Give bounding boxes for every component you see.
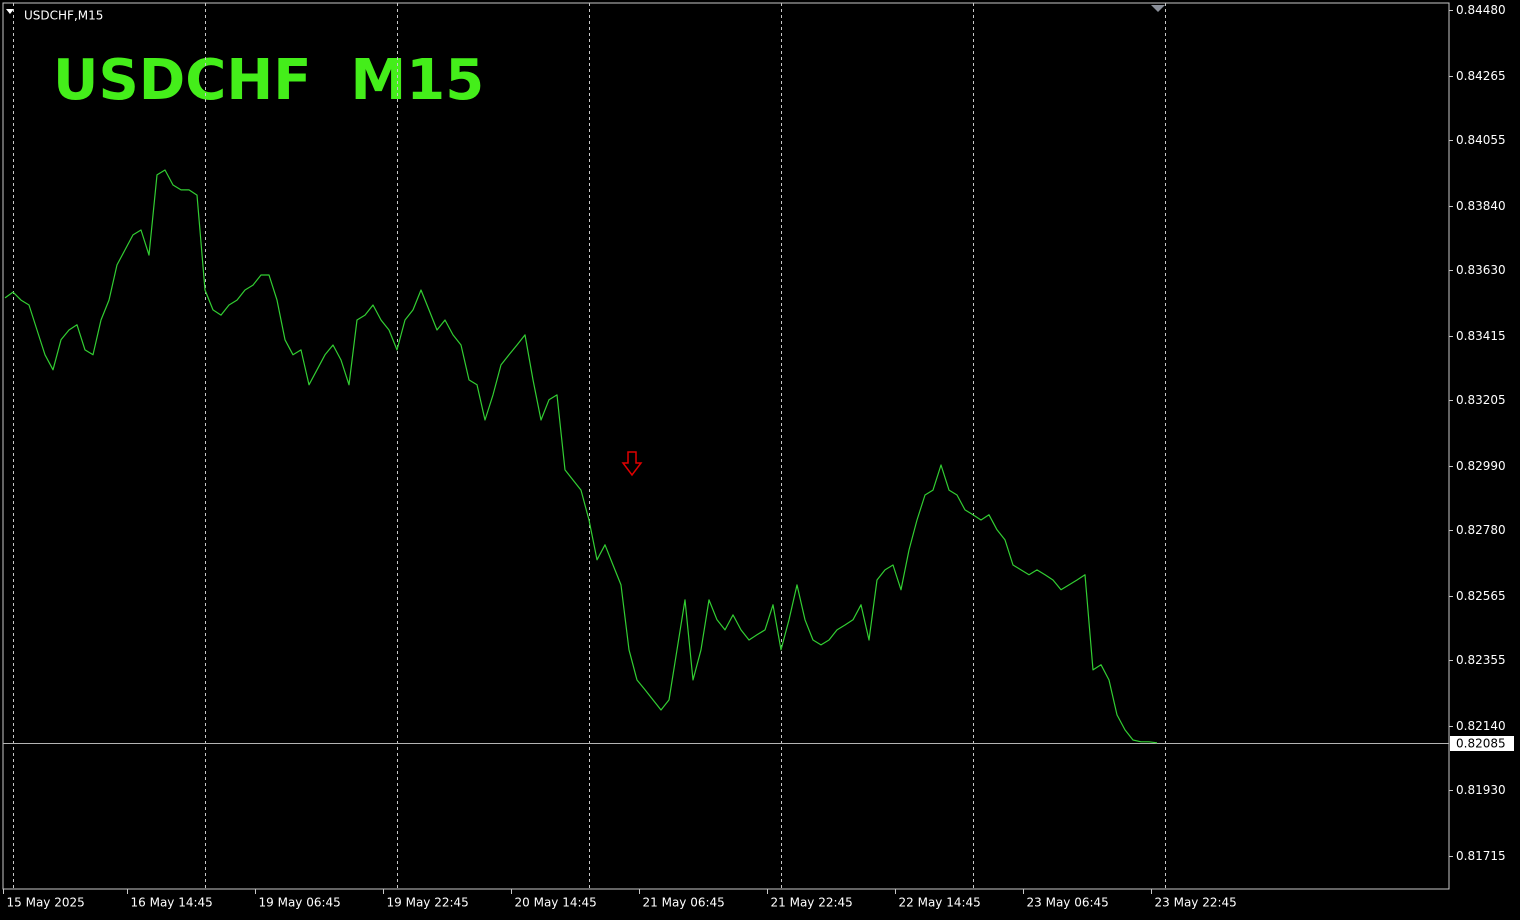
current-price-label: 0.82085 — [1456, 737, 1506, 751]
x-tick-label: 22 May 14:45 — [899, 896, 981, 910]
x-tick-label: 23 May 22:45 — [1155, 896, 1237, 910]
x-tick-label: 15 May 2025 — [7, 896, 85, 910]
y-tick-label: 0.83630 — [1456, 263, 1506, 277]
x-tick-label: 20 May 14:45 — [515, 896, 597, 910]
x-tick-label: 23 May 06:45 — [1027, 896, 1109, 910]
y-tick-label: 0.82355 — [1456, 653, 1506, 667]
chart-shift-marker — [1151, 5, 1165, 12]
chart-title: USDCHF M15 — [53, 48, 484, 113]
y-tick-label: 0.81715 — [1456, 849, 1506, 863]
y-tick-label: 0.82565 — [1456, 589, 1506, 603]
y-tick-label: 0.82780 — [1456, 523, 1506, 537]
mark-layer — [3, 169, 1449, 744]
x-tick-label: 19 May 22:45 — [387, 896, 469, 910]
current-price-box — [1450, 736, 1514, 751]
x-tick-label: 16 May 14:45 — [131, 896, 213, 910]
y-tick-label: 0.83415 — [1456, 329, 1506, 343]
x-tick-label: 21 May 06:45 — [643, 896, 725, 910]
y-tick-label: 0.84480 — [1456, 3, 1506, 17]
y-tick-label: 0.84055 — [1456, 133, 1506, 147]
sell-arrow — [621, 451, 643, 477]
y-tick-label: 0.83205 — [1456, 393, 1506, 407]
y-tick-label: 0.84265 — [1456, 69, 1506, 83]
plot-frame — [2, 2, 1450, 890]
y-tick-label: 0.82990 — [1456, 459, 1506, 473]
y-tick-label: 0.82140 — [1456, 719, 1506, 733]
x-tick-label: 19 May 06:45 — [259, 896, 341, 910]
grid-layer — [13, 3, 1166, 889]
y-tick-label: 0.83840 — [1456, 199, 1506, 213]
symbol-menu-icon[interactable] — [6, 9, 14, 14]
price-line — [4, 169, 1158, 744]
x-tick-label: 21 May 22:45 — [771, 896, 853, 910]
symbol-label: USDCHF,M15 — [24, 9, 103, 23]
axis-layer: 0.84480 0.84265 0.84055 0.83840 0.83630 0.834… — [3, 3, 1514, 910]
y-tick-label: 0.81930 — [1456, 783, 1506, 797]
